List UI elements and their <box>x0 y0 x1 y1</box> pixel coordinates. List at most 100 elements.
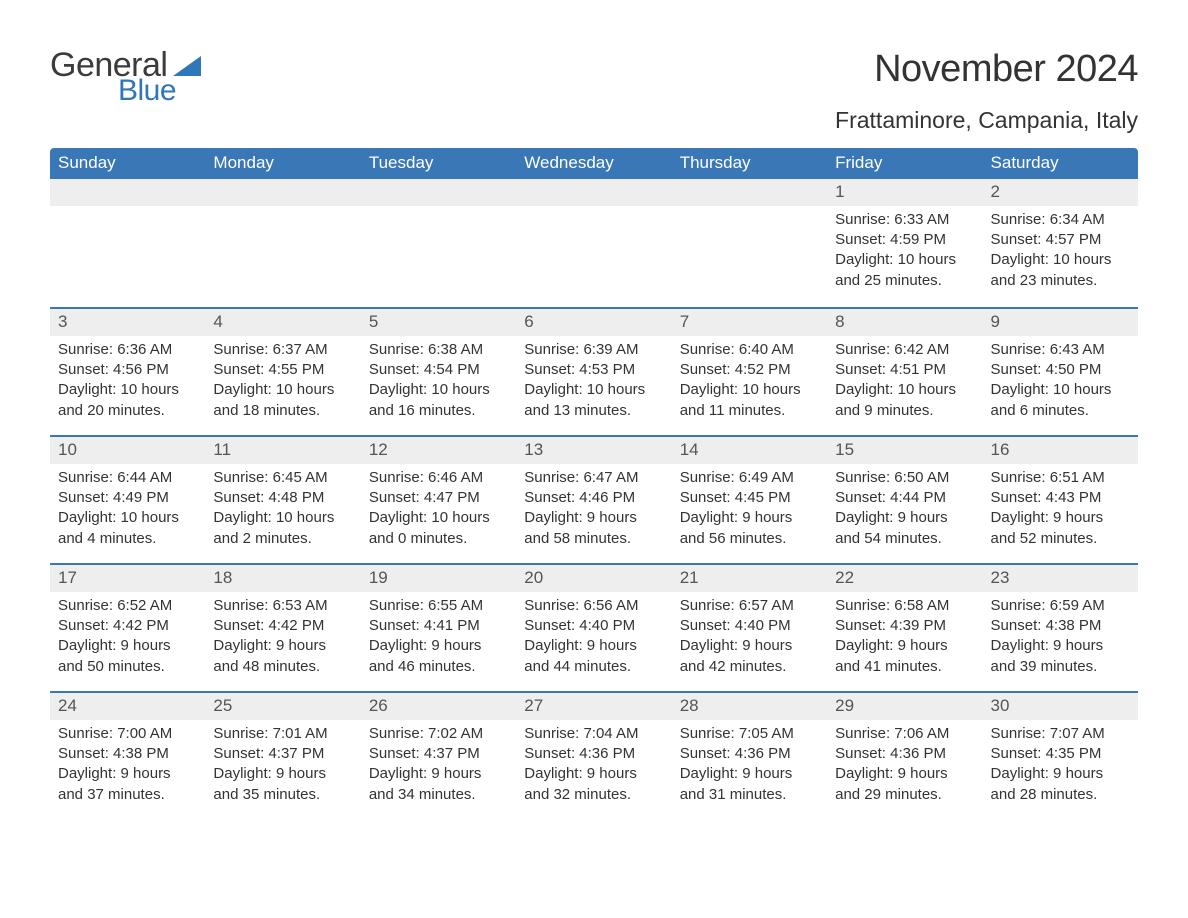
calendar-day <box>672 179 827 307</box>
daylight-line-2: and 37 minutes. <box>58 785 197 805</box>
sunrise-line: Sunrise: 6:45 AM <box>213 468 352 488</box>
calendar-week: 24Sunrise: 7:00 AMSunset: 4:38 PMDayligh… <box>50 691 1138 819</box>
sunset-line: Sunset: 4:41 PM <box>369 616 508 636</box>
calendar-page: General Blue November 2024 Frattaminore,… <box>0 0 1188 859</box>
day-number: 20 <box>516 565 671 592</box>
daylight-line-1: Daylight: 9 hours <box>58 636 197 656</box>
sunset-line: Sunset: 4:52 PM <box>680 360 819 380</box>
sunrise-line: Sunrise: 6:34 AM <box>991 210 1130 230</box>
sunrise-line: Sunrise: 6:37 AM <box>213 340 352 360</box>
sunset-line: Sunset: 4:43 PM <box>991 488 1130 508</box>
day-number: 26 <box>361 693 516 720</box>
daylight-line-1: Daylight: 9 hours <box>524 764 663 784</box>
calendar-day: 19Sunrise: 6:55 AMSunset: 4:41 PMDayligh… <box>361 565 516 691</box>
calendar-day: 18Sunrise: 6:53 AMSunset: 4:42 PMDayligh… <box>205 565 360 691</box>
daylight-line-2: and 20 minutes. <box>58 401 197 421</box>
calendar-day: 13Sunrise: 6:47 AMSunset: 4:46 PMDayligh… <box>516 437 671 563</box>
daylight-line-1: Daylight: 9 hours <box>680 508 819 528</box>
calendar-day: 9Sunrise: 6:43 AMSunset: 4:50 PMDaylight… <box>983 309 1138 435</box>
sunset-line: Sunset: 4:39 PM <box>835 616 974 636</box>
sunrise-line: Sunrise: 6:50 AM <box>835 468 974 488</box>
sunset-line: Sunset: 4:37 PM <box>369 744 508 764</box>
calendar-week: 10Sunrise: 6:44 AMSunset: 4:49 PMDayligh… <box>50 435 1138 563</box>
dow-monday: Monday <box>205 148 360 179</box>
daylight-line-1: Daylight: 9 hours <box>835 508 974 528</box>
sunrise-line: Sunrise: 6:42 AM <box>835 340 974 360</box>
sunset-line: Sunset: 4:38 PM <box>991 616 1130 636</box>
daylight-line-1: Daylight: 10 hours <box>369 508 508 528</box>
daylight-line-1: Daylight: 10 hours <box>835 250 974 270</box>
sunset-line: Sunset: 4:55 PM <box>213 360 352 380</box>
dow-friday: Friday <box>827 148 982 179</box>
calendar-week: 17Sunrise: 6:52 AMSunset: 4:42 PMDayligh… <box>50 563 1138 691</box>
calendar-day: 28Sunrise: 7:05 AMSunset: 4:36 PMDayligh… <box>672 693 827 819</box>
dow-thursday: Thursday <box>672 148 827 179</box>
sunset-line: Sunset: 4:59 PM <box>835 230 974 250</box>
sunrise-line: Sunrise: 7:07 AM <box>991 724 1130 744</box>
daylight-line-2: and 29 minutes. <box>835 785 974 805</box>
daylight-line-2: and 4 minutes. <box>58 529 197 549</box>
sunrise-line: Sunrise: 6:56 AM <box>524 596 663 616</box>
daylight-line-2: and 41 minutes. <box>835 657 974 677</box>
calendar-day: 16Sunrise: 6:51 AMSunset: 4:43 PMDayligh… <box>983 437 1138 563</box>
calendar-day: 30Sunrise: 7:07 AMSunset: 4:35 PMDayligh… <box>983 693 1138 819</box>
daylight-line-1: Daylight: 10 hours <box>835 380 974 400</box>
sunset-line: Sunset: 4:54 PM <box>369 360 508 380</box>
sunset-line: Sunset: 4:56 PM <box>58 360 197 380</box>
daylight-line-1: Daylight: 9 hours <box>835 764 974 784</box>
daylight-line-1: Daylight: 9 hours <box>369 636 508 656</box>
calendar-day: 15Sunrise: 6:50 AMSunset: 4:44 PMDayligh… <box>827 437 982 563</box>
day-number: 8 <box>827 309 982 336</box>
sunset-line: Sunset: 4:37 PM <box>213 744 352 764</box>
day-number <box>50 179 205 206</box>
daylight-line-1: Daylight: 9 hours <box>680 764 819 784</box>
calendar-day: 7Sunrise: 6:40 AMSunset: 4:52 PMDaylight… <box>672 309 827 435</box>
calendar-day: 12Sunrise: 6:46 AMSunset: 4:47 PMDayligh… <box>361 437 516 563</box>
dow-tuesday: Tuesday <box>361 148 516 179</box>
daylight-line-1: Daylight: 10 hours <box>991 250 1130 270</box>
calendar-day: 21Sunrise: 6:57 AMSunset: 4:40 PMDayligh… <box>672 565 827 691</box>
day-number: 29 <box>827 693 982 720</box>
sunset-line: Sunset: 4:51 PM <box>835 360 974 380</box>
daylight-line-2: and 2 minutes. <box>213 529 352 549</box>
calendar-day: 25Sunrise: 7:01 AMSunset: 4:37 PMDayligh… <box>205 693 360 819</box>
sunrise-line: Sunrise: 7:04 AM <box>524 724 663 744</box>
sunrise-line: Sunrise: 6:58 AM <box>835 596 974 616</box>
sunrise-line: Sunrise: 6:49 AM <box>680 468 819 488</box>
daylight-line-2: and 39 minutes. <box>991 657 1130 677</box>
calendar-day: 20Sunrise: 6:56 AMSunset: 4:40 PMDayligh… <box>516 565 671 691</box>
sunrise-line: Sunrise: 6:59 AM <box>991 596 1130 616</box>
day-number: 1 <box>827 179 982 206</box>
sunrise-line: Sunrise: 6:51 AM <box>991 468 1130 488</box>
dow-saturday: Saturday <box>983 148 1138 179</box>
sunrise-line: Sunrise: 6:39 AM <box>524 340 663 360</box>
day-number: 2 <box>983 179 1138 206</box>
calendar-day: 4Sunrise: 6:37 AMSunset: 4:55 PMDaylight… <box>205 309 360 435</box>
day-number: 17 <box>50 565 205 592</box>
sunrise-line: Sunrise: 6:36 AM <box>58 340 197 360</box>
day-number <box>361 179 516 206</box>
dow-wednesday: Wednesday <box>516 148 671 179</box>
calendar-day <box>50 179 205 307</box>
daylight-line-2: and 52 minutes. <box>991 529 1130 549</box>
daylight-line-2: and 9 minutes. <box>835 401 974 421</box>
daylight-line-2: and 0 minutes. <box>369 529 508 549</box>
sunrise-line: Sunrise: 6:43 AM <box>991 340 1130 360</box>
day-number: 3 <box>50 309 205 336</box>
daylight-line-2: and 25 minutes. <box>835 271 974 291</box>
daylight-line-1: Daylight: 9 hours <box>369 764 508 784</box>
sunset-line: Sunset: 4:57 PM <box>991 230 1130 250</box>
daylight-line-2: and 23 minutes. <box>991 271 1130 291</box>
calendar-day: 14Sunrise: 6:49 AMSunset: 4:45 PMDayligh… <box>672 437 827 563</box>
daylight-line-2: and 32 minutes. <box>524 785 663 805</box>
daylight-line-2: and 54 minutes. <box>835 529 974 549</box>
day-number: 5 <box>361 309 516 336</box>
day-number: 11 <box>205 437 360 464</box>
calendar-day: 24Sunrise: 7:00 AMSunset: 4:38 PMDayligh… <box>50 693 205 819</box>
sunset-line: Sunset: 4:42 PM <box>58 616 197 636</box>
calendar-week: 1Sunrise: 6:33 AMSunset: 4:59 PMDaylight… <box>50 179 1138 307</box>
day-number: 13 <box>516 437 671 464</box>
daylight-line-1: Daylight: 9 hours <box>213 764 352 784</box>
sunrise-line: Sunrise: 6:53 AM <box>213 596 352 616</box>
day-number: 30 <box>983 693 1138 720</box>
